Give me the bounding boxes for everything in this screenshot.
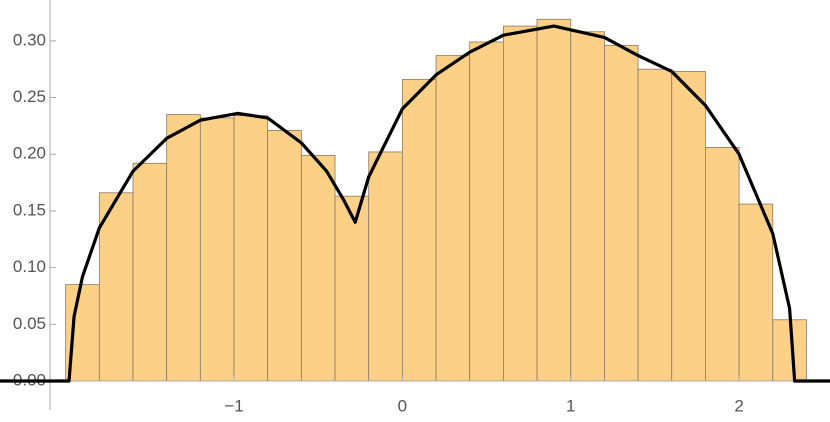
x-tick-label: −1: [224, 396, 243, 415]
bar: [267, 130, 302, 382]
bar: [401, 78, 437, 382]
bar: [233, 115, 269, 382]
bar: [132, 162, 168, 382]
bar: [435, 55, 471, 382]
density-curve: [0, 24, 830, 383]
bar: [705, 147, 740, 382]
bar: [98, 192, 134, 382]
bar: [738, 203, 774, 382]
bar: [166, 114, 201, 382]
bar: [469, 41, 504, 382]
bar: [502, 25, 538, 382]
x-tick-label: 1: [566, 396, 575, 415]
bar: [570, 31, 605, 382]
y-tick-label: 0.20: [13, 144, 46, 163]
y-tick-label: 0.15: [13, 200, 46, 219]
y-tick-label: 0.30: [13, 30, 46, 49]
y-tick-label: 0.25: [13, 87, 46, 106]
bar: [334, 195, 370, 382]
bar: [637, 68, 673, 382]
bar: [199, 117, 235, 382]
x-tick-label: 0: [398, 396, 407, 415]
bar: [671, 71, 706, 382]
bar: [604, 44, 639, 382]
bar: [536, 18, 572, 382]
bar: [300, 154, 336, 382]
bar: [368, 151, 403, 382]
y-tick-label: 0.05: [13, 314, 46, 333]
y-tick-label: 0.10: [13, 257, 46, 276]
x-tick-label: 2: [734, 396, 743, 415]
